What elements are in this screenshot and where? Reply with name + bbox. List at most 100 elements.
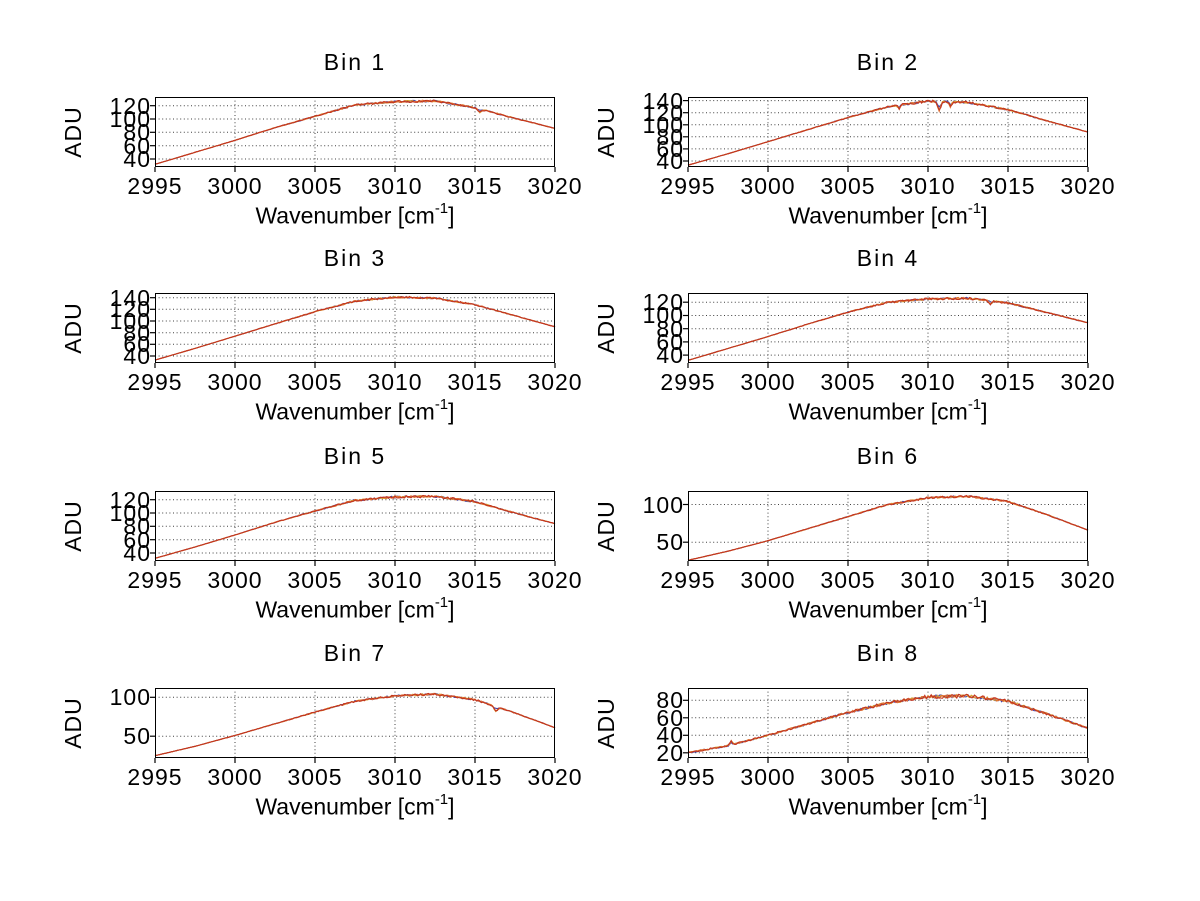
x-axis-label-superscript: -1 [434, 594, 449, 611]
x-tick-label: 3000 [740, 567, 796, 593]
x-axis-label-text: ] [448, 202, 455, 229]
spectrum-trace-1 [154, 495, 556, 559]
x-tick-label: 3000 [740, 764, 796, 790]
plot-area [683, 293, 1089, 368]
y-axis-tick-labels: 120 100 80 60 40 [25, 94, 151, 171]
y-axis-label: ADU [593, 302, 619, 354]
x-tick-label: 3015 [447, 369, 503, 395]
x-tick-label: 3010 [367, 369, 423, 395]
y-tick-label: 40 [656, 148, 684, 174]
subplot-title: Bin 4 [856, 245, 920, 271]
plot-area [683, 97, 1089, 172]
y-tick-label: 60 [123, 133, 151, 159]
x-axis-label: Wavenumber [cm-1] [155, 200, 555, 236]
spectrum-trace-2 [154, 295, 556, 361]
axes-box [688, 293, 1088, 363]
y-tick-label: 100 [109, 684, 151, 710]
x-axis-label-superscript: -1 [967, 396, 982, 413]
y-tick-label: 120 [109, 487, 151, 513]
x-tick-label: 3015 [980, 567, 1036, 593]
plot-area [150, 293, 556, 368]
y-tick-label: 80 [123, 320, 151, 346]
subplot-title: Bin 1 [323, 49, 387, 75]
plot-area [150, 97, 556, 172]
subplot-bin-8: Bin 8 80 60 40 20 ADU 2995 3000 3005 3010 3015 3… [558, 640, 1118, 840]
subplot-title: Bin 6 [856, 443, 920, 469]
spectrum-trace-2 [687, 99, 1089, 166]
spectrum-trace-3 [154, 99, 556, 165]
spectrum-trace-2 [687, 693, 1089, 754]
y-axis-tick-labels: 140 120 100 80 60 40 [558, 89, 684, 173]
spectrum-trace-3 [154, 692, 556, 757]
y-axis-tick-labels: 100 50 [558, 491, 684, 561]
y-axis-tick-labels: 120 100 80 60 40 [558, 290, 684, 367]
x-axis-label: Wavenumber [cm-1] [155, 396, 555, 432]
x-axis-label-text: ] [981, 202, 988, 229]
x-axis-label-text: ] [981, 398, 988, 425]
x-axis-label-text: ] [448, 596, 455, 623]
x-tick-label: 3020 [527, 567, 583, 593]
axes-box [155, 97, 555, 167]
x-tick-label: 3010 [367, 764, 423, 790]
x-tick-label: 3015 [980, 369, 1036, 395]
spectrum-trace-1 [154, 99, 556, 165]
axes-box [155, 293, 555, 363]
x-axis-label-text: ] [981, 596, 988, 623]
y-axis-label: ADU [60, 697, 86, 749]
x-tick-label: 3010 [900, 369, 956, 395]
y-tick-label: 60 [656, 136, 684, 162]
x-axis-label-superscript: -1 [967, 200, 982, 217]
axes-box [688, 688, 1088, 758]
spectrum-trace-3 [154, 295, 556, 361]
y-tick-label: 100 [109, 308, 151, 334]
spectrum-trace-1 [154, 295, 556, 361]
x-tick-label: 3020 [527, 173, 583, 199]
spectrum-trace-3 [687, 693, 1089, 753]
y-tick-label: 50 [656, 529, 684, 555]
x-tick-label: 2995 [660, 764, 716, 790]
spectrum-trace-2 [154, 99, 556, 165]
y-axis-label: ADU [60, 106, 86, 158]
x-axis-label-text: Wavenumber [cm [255, 793, 435, 820]
spectrum-trace-0 [687, 100, 1089, 166]
subplot-bin-1: Bin 1 120 100 80 60 40 ADU 2995 3000 3005 3010 3… [25, 49, 585, 249]
y-axis-label: ADU [593, 106, 619, 158]
subplot-title: Bin 8 [856, 640, 920, 666]
x-tick-label: 3010 [900, 173, 956, 199]
x-axis-label: Wavenumber [cm-1] [155, 594, 555, 630]
spectrum-trace-1 [687, 495, 1089, 561]
x-axis-label: Wavenumber [cm-1] [688, 200, 1088, 236]
y-tick-label: 100 [642, 302, 684, 328]
x-axis-label-text: ] [981, 793, 988, 820]
x-axis-tick-labels: 2995 3000 3005 3010 3015 3020 [115, 369, 595, 396]
spectrum-trace-2 [154, 692, 556, 757]
subplot-bin-4: Bin 4 120 100 80 60 40 ADU 2995 3000 3005 3010 3… [558, 245, 1118, 445]
y-axis-label: ADU [593, 697, 619, 749]
y-axis-tick-labels: 120 100 80 60 40 [25, 487, 151, 565]
subplot-bin-7: Bin 7 100 50 ADU 2995 3000 3005 3010 3015 3020… [25, 640, 585, 840]
y-tick-label: 40 [123, 146, 151, 172]
plot-area [683, 491, 1089, 566]
x-tick-label: 3000 [740, 369, 796, 395]
x-tick-label: 3010 [900, 567, 956, 593]
spectrum-trace-1 [154, 693, 556, 757]
x-axis-tick-labels: 2995 3000 3005 3010 3015 3020 [648, 369, 1128, 396]
axes-box [155, 688, 555, 758]
x-tick-label: 3005 [820, 369, 876, 395]
spectrum-trace-1 [687, 100, 1089, 166]
x-tick-label: 3010 [367, 567, 423, 593]
x-tick-label: 3020 [1060, 173, 1116, 199]
x-axis-label-text: Wavenumber [cm [255, 398, 435, 425]
y-tick-label: 40 [656, 342, 684, 368]
y-axis-label: ADU [593, 500, 619, 552]
spectrum-trace-0 [154, 99, 556, 165]
y-axis-tick-labels: 80 60 40 20 [558, 688, 684, 765]
x-tick-label: 3000 [740, 173, 796, 199]
plot-area [683, 688, 1089, 763]
x-axis-label-text: ] [448, 793, 455, 820]
spectrum-trace-0 [687, 296, 1089, 361]
x-tick-label: 3000 [207, 567, 263, 593]
x-tick-label: 3015 [447, 567, 503, 593]
y-tick-label: 100 [642, 492, 684, 518]
